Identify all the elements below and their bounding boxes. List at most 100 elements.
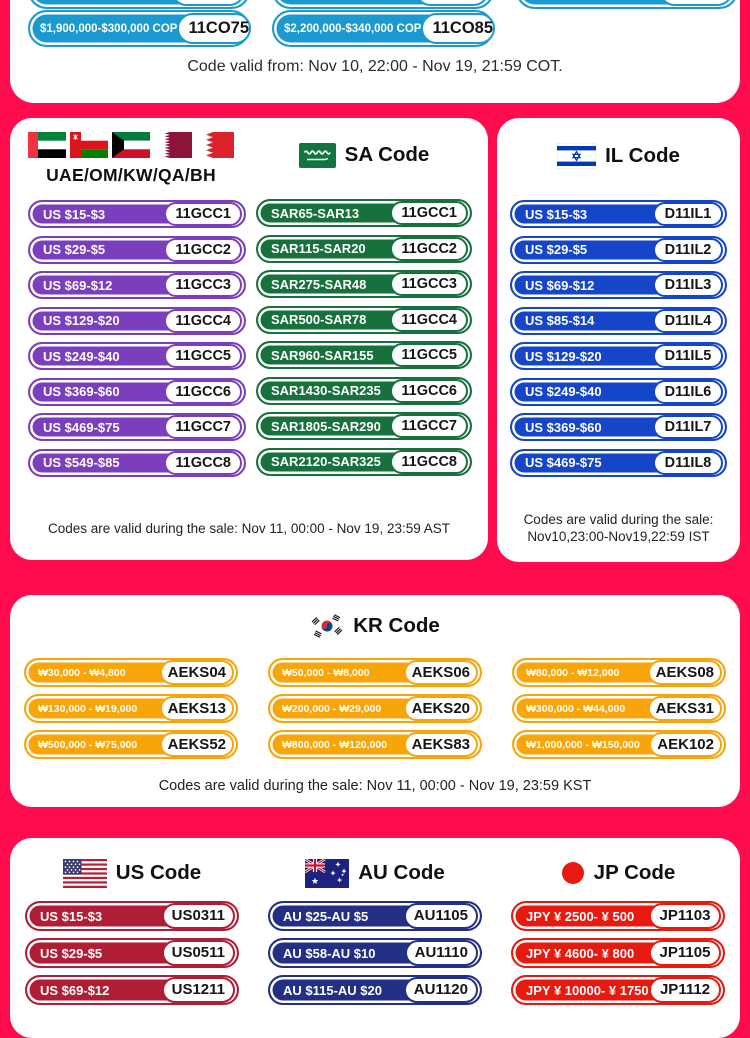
coupon-pill[interactable]: ₩80,000 - ₩12,000 AEKS08 <box>512 658 726 687</box>
coupon-code: 11GCC2 <box>390 236 468 261</box>
coupon-pill[interactable]: US $29-$5 11GCC2 <box>28 235 246 264</box>
coupon-pill[interactable]: US $15-$3 D11IL1 <box>510 200 727 228</box>
coupon-pill[interactable] <box>516 0 738 9</box>
coupon-code: 11GCC3 <box>164 273 242 297</box>
coupon-code <box>171 0 245 6</box>
validity-note: Codes are valid during the sale: Nov 11,… <box>158 778 592 794</box>
coupon-pill[interactable]: US $69-$12 D11IL3 <box>510 271 727 299</box>
coupon-discount-label: JPY ¥ 4600- ¥ 800 <box>526 945 635 961</box>
uae-flag-icon <box>28 132 66 158</box>
gcc-coupon-list: US $15-$3 11GCC1 US $29-$5 11GCC2 US $69-$12… <box>28 200 246 477</box>
coupon-pill[interactable]: AU $115-AU $20 AU1120 <box>268 975 482 1005</box>
kr-coupon-grid: ₩30,000 - ₩4,800 AEKS04 ₩50,000 - ₩8,000 AE… <box>24 658 726 759</box>
coupon-pill[interactable]: SAR275-SAR48 11GCC3 <box>256 270 472 298</box>
coupon-discount-label: US $129-$20 <box>525 348 602 364</box>
coupon-pill[interactable]: US $469-$75 11GCC7 <box>28 413 246 441</box>
coupon-code: 11GCC4 <box>390 307 468 332</box>
coupon-discount-label: US $15-$3 <box>525 206 588 222</box>
sa-coupon-list: SAR65-SAR13 11GCC1 SAR115-SAR20 11GCC2 SAR27… <box>256 199 472 476</box>
coupon-discount-label: SAR1430-SAR235 <box>271 383 381 398</box>
coupon-discount-label: US $249-$40 <box>525 384 602 399</box>
coupon-pill[interactable]: US $69-$12 11GCC3 <box>28 271 246 299</box>
coupon-pill[interactable]: ₩50,000 - ₩8,000 AEKS06 <box>268 658 482 687</box>
coupon-discount-label: SAR115-SAR20 <box>271 241 366 256</box>
coupon-pill[interactable]: US $129-$20 D11IL5 <box>510 342 727 370</box>
coupon-code: AEKS08 <box>647 660 722 685</box>
coupon-discount-label: ₩200,000 - ₩29,000 <box>282 702 382 715</box>
coupon-code: D11IL4 <box>653 308 723 333</box>
coupon-discount-label: AU $115-AU $20 <box>283 982 382 998</box>
coupon-pill[interactable]: US $549-$85 11GCC8 <box>28 448 246 477</box>
coupon-pill[interactable]: US $85-$14 D11IL4 <box>510 306 727 335</box>
gcc-column: UAE/OM/KW/QA/BH US $15-$3 11GCC1 US $29-$5… <box>28 118 248 484</box>
coupon-pill[interactable]: ₩200,000 - ₩29,000 AEKS20 <box>268 694 482 723</box>
us-flag-icon <box>62 858 107 888</box>
coupon-pill[interactable]: ₩130,000 - ₩19,000 AEKS13 <box>24 694 238 723</box>
coupon-pill[interactable]: US $15-$3 US0311 <box>25 901 239 931</box>
coupon-pill[interactable]: SAR1805-SAR290 11GCC7 <box>256 412 472 440</box>
oman-flag-icon <box>70 132 108 158</box>
coupon-discount-label: ₩300,000 - ₩44,000 <box>526 702 626 715</box>
coupon-code: US0311 <box>161 903 235 929</box>
coupon-discount-label: US $469-$75 <box>43 419 120 435</box>
coupon-pill[interactable]: US $15-$3 11GCC1 <box>28 200 246 228</box>
coupon-code: 11GCC7 <box>390 414 468 438</box>
coupon-code: US0511 <box>161 940 235 966</box>
bahrain-flag-icon <box>196 132 234 158</box>
coupon-pill[interactable]: AU $25-AU $5 AU1105 <box>268 901 482 931</box>
coupon-code: 11GCC1 <box>390 201 468 225</box>
gcc-region-title: UAE/OM/KW/QA/BH <box>46 165 216 185</box>
us-coupon-list: US $15-$3 US0311 US $29-$5 US0511 US $69-$12… <box>25 901 239 1005</box>
coupon-pill[interactable]: JPY ¥ 4600- ¥ 800 JP1105 <box>511 938 725 968</box>
il-code-title: IL Code <box>605 144 680 167</box>
coupon-pill[interactable]: ₩30,000 - ₩4,800 AEKS04 <box>24 658 238 687</box>
coupon-pill[interactable]: SAR65-SAR13 11GCC1 <box>256 199 472 227</box>
coupon-pill[interactable]: US $69-$12 US1211 <box>25 975 239 1005</box>
coupon-pill[interactable]: US $249-$40 11GCC5 <box>28 342 246 370</box>
coupon-discount-label: US $15-$3 <box>43 206 106 222</box>
coupon-pill[interactable]: JPY ¥ 10000- ¥ 1750 JP1112 <box>511 975 725 1005</box>
coupon-discount-label: ₩1,000,000 - ₩150,000 <box>526 738 640 751</box>
au-coupon-list: AU $25-AU $5 AU1105 AU $58-AU $10 AU1110 AU … <box>268 901 482 1005</box>
il-code-header: IL Code <box>497 142 740 170</box>
sa-code-header: SA Code <box>256 141 472 169</box>
sa-column: SA Code SAR65-SAR13 11GCC1 SAR115-SAR20 11G… <box>256 118 472 483</box>
coupon-pill[interactable]: SAR1430-SAR235 11GCC6 <box>256 376 472 405</box>
coupon-discount-label: SAR1805-SAR290 <box>271 418 381 434</box>
coupon-pill[interactable]: SAR2120-SAR325 11GCC8 <box>256 447 472 476</box>
coupon-code: AU1105 <box>403 903 478 929</box>
saudi-arabia-flag-icon <box>298 142 336 168</box>
coupon-pill[interactable]: US $129-$20 11GCC4 <box>28 306 246 335</box>
coupon-code: D11IL8 <box>653 450 723 475</box>
coupon-pill[interactable]: ₩500,000 - ₩75,000 AEKS52 <box>24 730 238 759</box>
coupon-pill[interactable]: US $249-$40 D11IL6 <box>510 377 727 406</box>
coupon-pill[interactable]: SAR500-SAR78 11GCC4 <box>256 305 472 334</box>
coupon-pill[interactable]: AU $58-AU $10 AU1110 <box>268 938 482 968</box>
israel-flag-icon <box>557 143 597 169</box>
coupon-pill[interactable]: $2,200,000-$340,000 COP 11CO85 <box>272 10 496 47</box>
coupon-pill[interactable] <box>272 0 494 9</box>
coupon-pill[interactable]: US $369-$60 D11IL7 <box>510 413 727 441</box>
coupon-pill[interactable]: JPY ¥ 2500- ¥ 500 JP1103 <box>511 901 725 931</box>
coupon-code: 11GCC8 <box>390 449 468 474</box>
coupon-pill[interactable]: US $469-$75 D11IL8 <box>510 448 727 477</box>
coupon-pill[interactable]: US $29-$5 US0511 <box>25 938 239 968</box>
coupon-pill[interactable]: US $29-$5 D11IL2 <box>510 235 727 264</box>
coupon-pill[interactable]: SAR115-SAR20 11GCC2 <box>256 234 472 263</box>
validity-note: Code valid from: Nov 10, 22:00 - Nov 19,… <box>187 58 563 75</box>
coupon-discount-label: US $15-$3 <box>40 908 103 924</box>
au-code-header: AU Code <box>268 858 482 888</box>
coupon-pill[interactable]: ₩1,000,000 - ₩150,000 AEK102 <box>512 730 726 759</box>
coupon-code: AU1120 <box>403 977 478 1003</box>
coupon-code: 11GCC3 <box>390 272 468 296</box>
coupon-pill[interactable] <box>28 0 250 9</box>
coupon-discount-label: US $29-$5 <box>525 242 588 257</box>
gcc-sa-coupon-card: UAE/OM/KW/QA/BH US $15-$3 11GCC1 US $29-$5… <box>10 118 488 560</box>
coupon-pill[interactable]: SAR960-SAR155 11GCC5 <box>256 341 472 369</box>
coupon-pill[interactable]: $1,900,000-$300,000 COP 11CO75 <box>28 10 252 47</box>
coupon-discount-label: ₩80,000 - ₩12,000 <box>526 666 620 679</box>
coupon-pill[interactable]: ₩300,000 - ₩44,000 AEKS31 <box>512 694 726 723</box>
coupon-code: D11IL6 <box>653 379 723 404</box>
coupon-pill[interactable]: ₩800,000 - ₩120,000 AEKS83 <box>268 730 482 759</box>
coupon-pill[interactable]: US $369-$60 11GCC6 <box>28 377 246 406</box>
